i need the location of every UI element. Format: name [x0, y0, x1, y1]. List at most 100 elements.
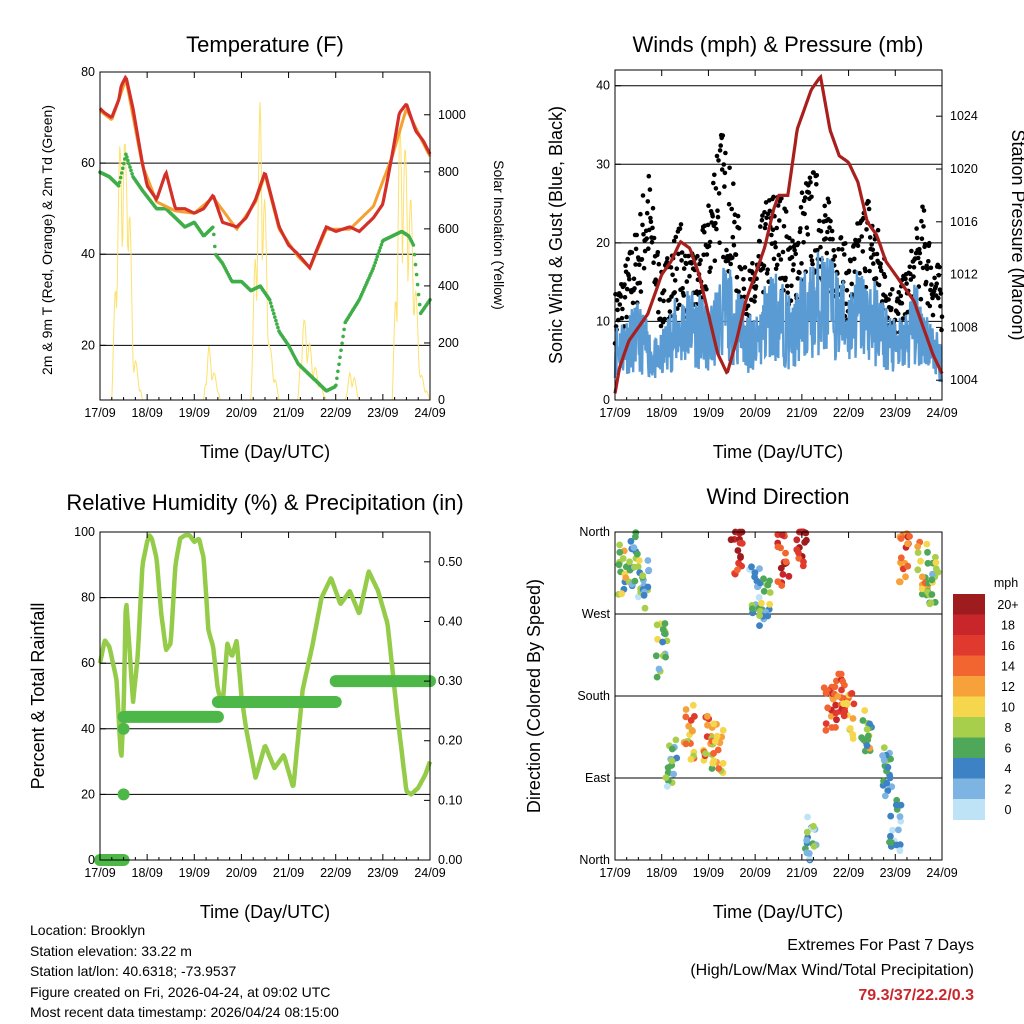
- direction-point: [864, 732, 872, 740]
- direction-point: [748, 605, 756, 613]
- direction-point: [849, 715, 857, 722]
- legend-swatch: [953, 737, 985, 759]
- gust-point: [642, 248, 648, 254]
- gust-point: [798, 226, 803, 231]
- humidity-ytick-label: 40: [81, 722, 95, 736]
- gust-point: [734, 274, 740, 280]
- direction-point: [714, 746, 722, 754]
- direction-point: [917, 557, 924, 565]
- gust-point: [640, 193, 646, 198]
- humidity-y2tick-label: 0.20: [438, 734, 462, 748]
- gust-point: [764, 271, 770, 276]
- direction-point: [702, 750, 709, 757]
- gust-point: [736, 289, 741, 295]
- direction-point: [737, 554, 744, 561]
- direction-point: [914, 549, 922, 556]
- gust-point: [926, 259, 931, 264]
- direction-point: [906, 533, 913, 540]
- gust-point: [722, 170, 728, 176]
- gust-point: [634, 232, 639, 238]
- gust-point: [919, 218, 924, 224]
- gust-point: [750, 261, 755, 266]
- gust-point: [783, 209, 789, 214]
- precip-point: [117, 788, 130, 801]
- direction-ylabel-left: Direction (Colored By Speed): [524, 579, 544, 813]
- temperature-y2tick-label: 800: [438, 165, 459, 179]
- gust-point: [802, 195, 808, 200]
- direction-point: [918, 573, 926, 581]
- gust-point: [871, 261, 876, 266]
- gust-point: [920, 265, 926, 271]
- winds-ylabel-left: Sonic Wind & Gust (Blue, Black): [546, 106, 566, 364]
- gust-point: [680, 286, 685, 291]
- gust-point: [807, 175, 813, 181]
- temperature-frame: [99, 71, 431, 401]
- dewpoint-point: [126, 158, 130, 163]
- gust-point: [859, 234, 864, 239]
- temperature-xtick-label: 24/09: [414, 406, 445, 420]
- legend-label: 14: [1001, 660, 1015, 674]
- dewpoint-point: [125, 155, 129, 159]
- direction-point: [932, 553, 939, 561]
- gust-point: [633, 262, 638, 267]
- direction-point: [645, 566, 653, 574]
- direction-point: [824, 704, 832, 712]
- gust-point: [886, 297, 891, 302]
- direction-point: [616, 548, 624, 556]
- temperature-xtick-label: 19/09: [179, 406, 210, 420]
- legend-swatch: [953, 717, 985, 738]
- gust-point: [882, 274, 888, 280]
- gust-point: [790, 267, 796, 273]
- direction-point: [630, 563, 638, 571]
- dewpoint-point: [269, 304, 274, 309]
- gust-point: [651, 260, 656, 266]
- gust-point: [741, 286, 747, 292]
- dewpoint-point: [275, 322, 279, 326]
- legend-label: 10: [1001, 701, 1015, 715]
- direction-point: [886, 774, 894, 782]
- direction-point: [630, 544, 638, 551]
- gust-point: [647, 187, 653, 192]
- gust-point: [778, 257, 784, 262]
- gust-point: [730, 255, 735, 260]
- gust-point: [631, 276, 637, 282]
- gust-point: [668, 265, 674, 270]
- dewpoint-point: [375, 254, 380, 259]
- gust-point: [842, 252, 847, 257]
- dewpoint-point: [415, 282, 420, 287]
- direction-point: [644, 557, 652, 564]
- direction-xtick-label: 19/09: [693, 866, 724, 880]
- legend-swatch: [953, 696, 985, 718]
- legend-label: 20+: [997, 598, 1018, 612]
- direction-point: [760, 587, 768, 595]
- gust-point: [679, 250, 685, 255]
- gust-point: [904, 281, 909, 286]
- temperature-title: Temperature (F): [186, 32, 344, 57]
- gust-point: [849, 281, 854, 287]
- dewpoint-point: [128, 165, 132, 169]
- gust-point: [824, 250, 830, 256]
- direction-point: [896, 813, 904, 820]
- dewpoint-point: [373, 261, 378, 265]
- gust-point: [728, 261, 733, 267]
- gust-point: [866, 206, 872, 212]
- gust-point: [874, 251, 880, 257]
- direction-point: [880, 744, 888, 751]
- direction-point: [682, 740, 690, 748]
- gust-point: [761, 263, 767, 269]
- gust-point: [909, 248, 914, 254]
- gust-point: [671, 238, 677, 244]
- direction-point: [766, 577, 773, 585]
- gust-point: [772, 240, 778, 245]
- direction-point: [711, 738, 719, 745]
- direction-point: [896, 847, 904, 855]
- gust-point: [929, 282, 934, 287]
- direction-ytick-label: South: [577, 689, 610, 703]
- direction-point: [860, 736, 867, 743]
- gust-point: [915, 255, 921, 261]
- direction-point: [810, 843, 818, 850]
- humidity-ytick-label: 0: [88, 853, 95, 867]
- gust-point: [773, 266, 779, 272]
- direction-ytick-label: West: [582, 607, 611, 621]
- gust-point: [804, 225, 810, 230]
